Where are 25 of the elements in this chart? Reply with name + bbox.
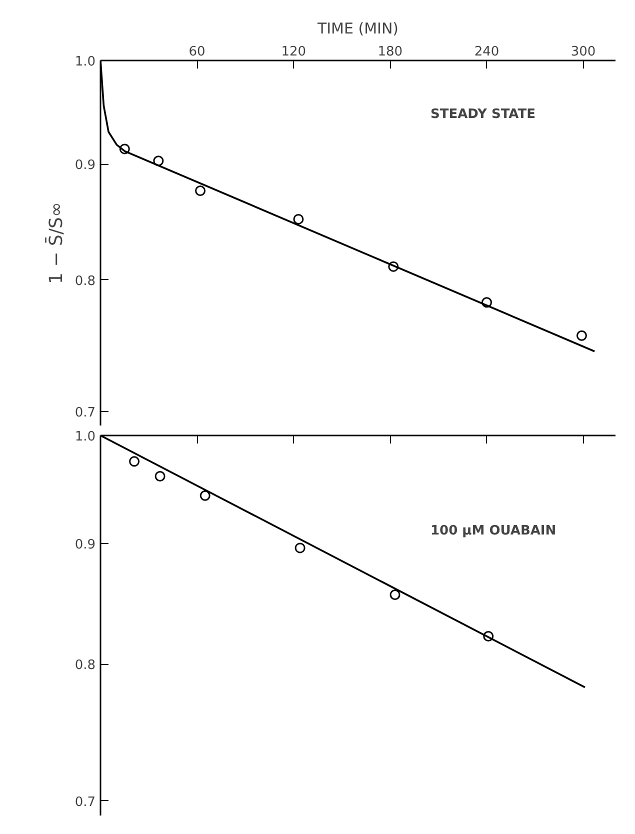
y-tick-label: 0.7 <box>74 794 96 810</box>
x-tick-label: 120 <box>281 44 306 60</box>
point <box>129 456 140 467</box>
point <box>200 490 210 501</box>
annotation: STEADY STATE <box>430 107 536 122</box>
point <box>154 471 166 482</box>
x-tick-label: 180 <box>378 44 403 60</box>
x-tick-label: 60 <box>188 44 206 60</box>
y-tick-label: 0.8 <box>74 658 96 674</box>
y-axis-title: 1 − S̄/S∞ <box>44 202 67 284</box>
y-tick-label: 0.9 <box>74 158 96 174</box>
point <box>195 185 206 196</box>
annotation: 100 μM OUABAIN <box>430 523 556 538</box>
y-tick-label: 1.0 <box>74 430 96 444</box>
x-tick-label: 300 <box>570 44 596 60</box>
point <box>293 214 304 224</box>
y-tick-label: 0.8 <box>74 274 96 289</box>
point <box>390 589 400 600</box>
y-tick-label: 1.0 <box>74 54 96 70</box>
point <box>294 542 306 554</box>
y-tick-label: 0.9 <box>74 537 96 552</box>
x-tick-label: 240 <box>474 44 500 60</box>
y-tick-label: 0.7 <box>74 405 96 420</box>
point <box>576 330 587 341</box>
x-axis-title: TIME (MIN) <box>316 20 399 38</box>
